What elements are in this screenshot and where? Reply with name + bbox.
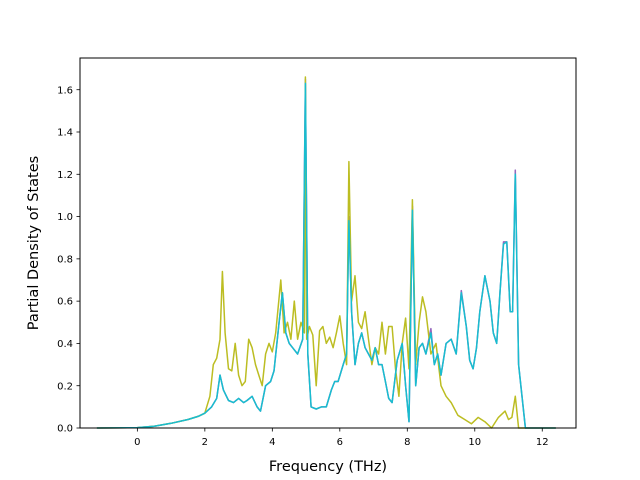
- plot-frame: [79, 57, 577, 429]
- series-line-1: [96, 76, 556, 429]
- y-tick-label: 0.8: [57, 254, 73, 265]
- y-axis-label: Partial Density of States: [26, 156, 42, 330]
- y-tick-label: 0.0: [57, 424, 73, 435]
- y-tick-label: 1.0: [57, 212, 73, 223]
- y-tick-label: 1.6: [57, 85, 73, 96]
- x-axis: 0 2 4 6 8 10 12: [134, 428, 549, 448]
- y-tick-label: 0.6: [57, 297, 73, 308]
- x-tick-label: 6: [337, 437, 343, 448]
- x-axis-label: Frequency (THz): [269, 459, 387, 475]
- y-tick-label: 1.2: [57, 170, 73, 181]
- x-tick-label: 0: [134, 437, 140, 448]
- x-tick-label: 4: [269, 437, 275, 448]
- y-axis: 0.0 0.2 0.4 0.6 0.8 1.0 1.2 1.4 1.6: [57, 85, 80, 435]
- series-layer: [96, 76, 556, 429]
- x-tick-label: 10: [468, 437, 481, 448]
- x-tick-label: 2: [202, 437, 208, 448]
- y-tick-label: 0.2: [57, 381, 73, 392]
- y-tick-label: 0.4: [57, 339, 73, 350]
- y-tick-label: 1.4: [57, 128, 73, 139]
- x-tick-label: 8: [404, 437, 410, 448]
- series-line-0: [96, 78, 556, 429]
- series-line-2: [96, 82, 556, 429]
- x-tick-label: 12: [536, 437, 549, 448]
